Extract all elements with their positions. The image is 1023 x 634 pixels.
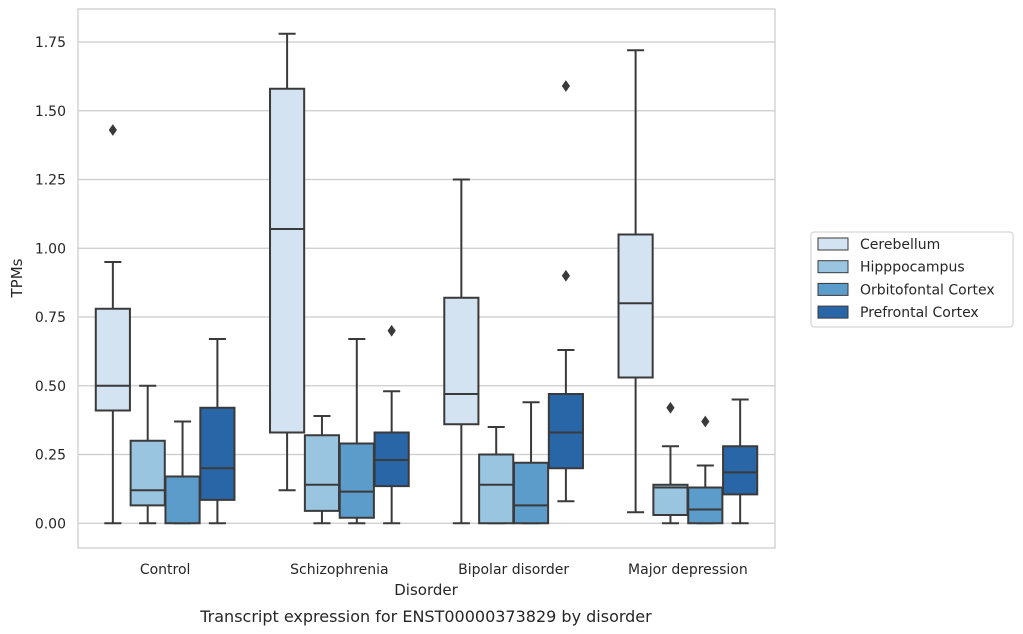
box-group [338,338,375,525]
box-group [373,324,410,525]
box [199,406,236,501]
box-group [512,401,550,525]
box-group [443,178,480,525]
box [269,87,306,434]
chart-caption: Transcript expression for ENST0000037382… [199,607,652,626]
x-axis-label: Disorder [394,581,458,599]
box-group [199,338,236,525]
box [687,486,724,525]
y-tick-label: 1.00 [35,241,66,257]
y-tick-label: 1.75 [35,35,66,51]
box [303,434,341,512]
outlier-point [561,269,571,282]
box [129,439,166,507]
gridlines [78,41,775,524]
legend-swatch [817,282,849,296]
y-tick-label: 0.75 [35,310,66,326]
legend-swatch [817,237,849,251]
legend-frame [810,231,1014,328]
box-group [617,49,654,514]
box [722,445,759,496]
x-tick-labels: Control Schizophrenia Bipolar disorder Majo… [140,562,748,578]
box-group [303,415,341,525]
box [443,296,480,426]
x-tick-label: Schizophrenia [290,562,388,578]
plot-frame [77,8,776,549]
y-tick-label: 1.50 [35,104,66,120]
box-group [269,32,306,492]
box-group [478,426,515,525]
legend-label: Cerebellum [860,237,940,253]
outlier-point [561,80,571,92]
y-tick-label: 0.00 [35,516,66,532]
x-tick-label: Bipolar disorder [458,562,569,578]
box-group [722,398,759,525]
boxes [94,32,759,525]
x-tick-label: Major depression [628,562,748,578]
box [338,442,375,519]
legend: Cerebellum Hipppocampus Orbitofontal Corte… [810,231,1014,328]
box-group [652,401,689,525]
legend-swatch [817,305,849,319]
box-group [129,384,166,525]
box [512,461,550,525]
y-tick-labels: 0.00 0.25 0.50 0.75 1.00 1.25 1.50 1.75 [35,35,66,532]
box [652,483,689,516]
outlier-point [701,415,710,428]
box [478,453,515,525]
y-tick-label: 0.25 [35,448,66,464]
y-tick-label: 0.50 [35,379,66,395]
box [94,307,131,412]
box-group [687,415,724,525]
box-group [94,124,131,525]
legend-label: Orbitofontal Cortex [860,282,995,298]
box [547,393,584,470]
legend-label: Hipppocampus [860,260,965,276]
legend-swatch [817,260,849,274]
box-group [164,420,201,525]
y-tick-label: 1.25 [35,173,66,189]
outlier-point [387,324,396,337]
x-tick-label: Control [140,562,191,578]
box [164,475,201,525]
box [617,233,654,379]
box-group [547,80,584,503]
outlier-point [108,124,117,136]
legend-label: Prefrontal Cortex [860,305,979,321]
y-axis-label: TPMs [8,258,26,298]
outlier-point [666,401,675,414]
